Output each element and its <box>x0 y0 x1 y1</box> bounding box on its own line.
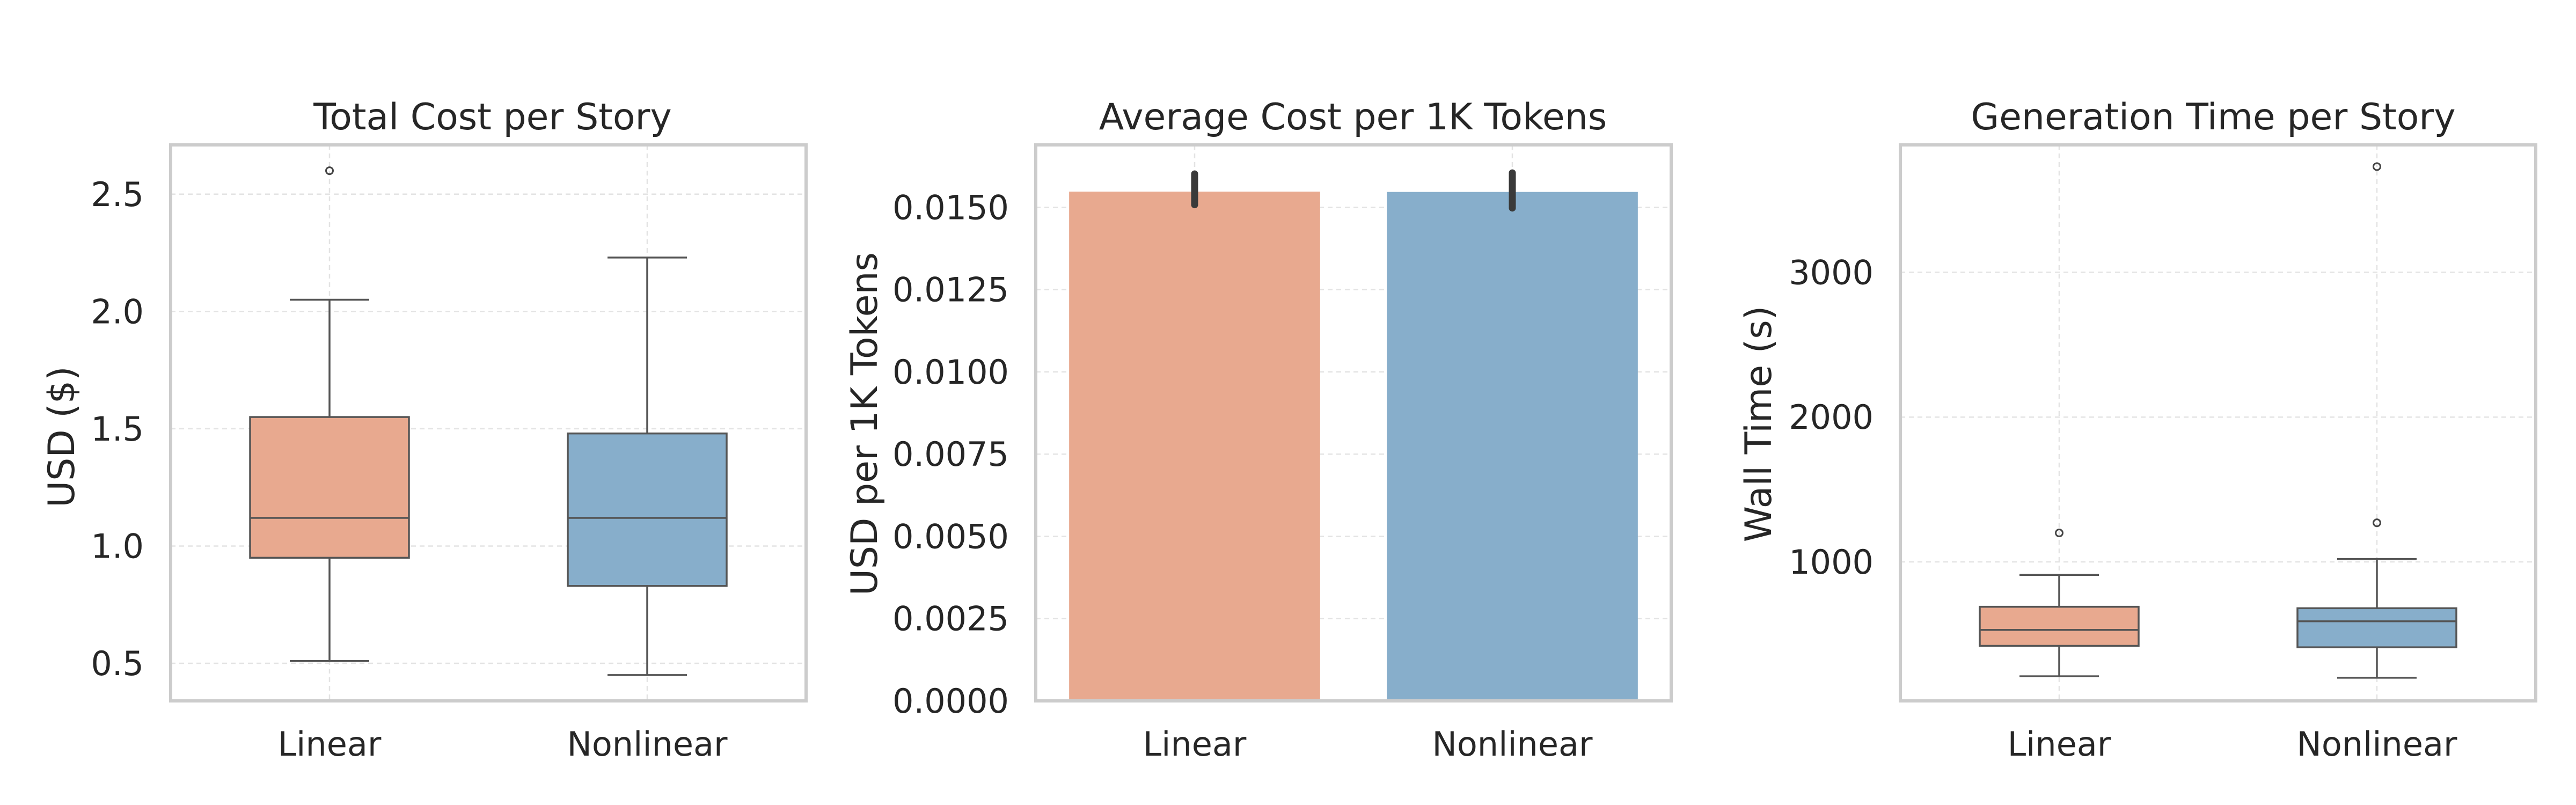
axes-frame <box>1034 143 1673 702</box>
axes-frame <box>1899 143 2537 702</box>
y-tick-label: 0.0075 <box>892 435 1009 474</box>
x-tick-label: Linear <box>278 724 382 764</box>
x-tick-label: Linear <box>2008 724 2111 764</box>
y-tick-label: 0.0150 <box>892 188 1009 227</box>
box-iqr <box>1979 605 2140 647</box>
x-tick-label: Nonlinear <box>567 724 728 764</box>
plot-area: 0.5 1.0 1.5 2.0 2.5 Linear Nonlinear <box>91 143 808 764</box>
outlier-point <box>2373 518 2381 528</box>
outlier-point <box>2373 162 2381 171</box>
y-tick-label: 0.5 <box>91 644 144 683</box>
panel-title: Average Cost per 1K Tokens <box>1099 96 1607 138</box>
panel-avg-cost: Average Cost per 1K Tokens USD per 1K To… <box>844 96 1673 764</box>
y-tick-label: 1000 <box>1789 543 1874 582</box>
bar <box>1069 192 1320 701</box>
y-axis-label: USD ($) <box>41 366 83 507</box>
outlier-point <box>325 166 334 175</box>
plot-area: 1000 2000 3000 Linear Nonlinear <box>1789 143 2537 764</box>
y-tick-label: 0.0100 <box>892 353 1009 392</box>
y-axis-label: Wall Time (s) <box>1738 306 1780 542</box>
y-tick-label: 2.5 <box>91 175 144 214</box>
x-tick-label: Nonlinear <box>2297 724 2457 764</box>
box-iqr <box>249 416 410 559</box>
box-iqr <box>567 432 728 587</box>
y-axis-label: USD per 1K Tokens <box>844 252 886 596</box>
y-tick-label: 0.0000 <box>892 682 1009 721</box>
x-tick-label: Nonlinear <box>1432 724 1593 764</box>
panel-title: Generation Time per Story <box>1971 96 2455 138</box>
y-tick-label: 0.0125 <box>892 270 1009 310</box>
outlier-point <box>2055 529 2063 538</box>
y-tick-label: 2000 <box>1789 398 1874 437</box>
box-iqr <box>2296 607 2457 648</box>
y-tick-label: 1.5 <box>91 409 144 449</box>
x-tick-label: Linear <box>1143 724 1247 764</box>
y-tick-label: 2.0 <box>91 292 144 331</box>
axes-frame <box>169 143 808 702</box>
y-tick-label: 3000 <box>1789 253 1874 292</box>
panel-total-cost: Total Cost per Story USD ($) 0.5 1.0 1.5 2.… <box>41 96 808 764</box>
y-tick-label: 0.0050 <box>892 517 1009 556</box>
y-tick-label: 1.0 <box>91 526 144 566</box>
panel-generation-time: Generation Time per Story Wall Time (s) … <box>1738 96 2537 764</box>
plot-area: 0.0000 0.0025 0.0050 0.0075 0.0100 0.0125 0.01… <box>892 143 1673 764</box>
bar <box>1387 192 1638 701</box>
panel-title: Total Cost per Story <box>313 96 671 138</box>
y-tick-label: 0.0025 <box>892 599 1009 639</box>
